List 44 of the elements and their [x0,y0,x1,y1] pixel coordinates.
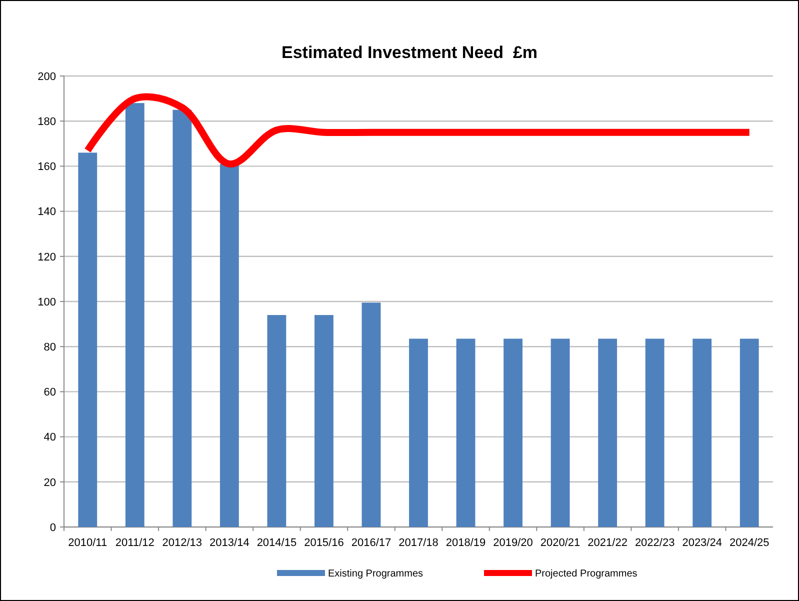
x-tick-label: 2018/19 [446,537,486,549]
bar [78,152,98,527]
bar [740,338,759,527]
y-tick-label: 180 [38,116,56,128]
bar [172,110,192,527]
bar [504,338,522,527]
bar [645,338,664,527]
x-tick-label: 2021/22 [588,537,628,549]
x-tick-label: 2012/13 [162,537,202,549]
x-tick-label: 2011/12 [115,537,154,549]
bar [362,302,381,527]
bar [598,338,618,527]
bar [267,315,286,527]
x-tick-label: 2023/24 [682,537,722,549]
y-tick-label: 140 [38,206,56,218]
y-tick-label: 200 [38,70,56,83]
x-tick-label: 2019/20 [493,537,533,549]
y-tick-label: 40 [44,432,56,444]
bar [456,338,476,527]
x-tick-label: 2014/15 [256,537,297,549]
x-tick-label: 2013/14 [210,537,250,549]
y-tick-label: 100 [38,296,56,308]
x-tick-label: 2017/18 [398,537,438,549]
x-tick-label: 2015/16 [304,537,344,549]
bar [220,164,239,527]
x-tick-label: 2020/21 [540,537,580,549]
x-tick-label: 2022/23 [634,537,675,549]
bar [550,338,570,527]
bar [692,338,712,527]
legend-label: Projected Programmes [535,568,638,580]
bar [125,103,144,527]
x-tick-label: 2016/17 [351,537,392,549]
bar [409,338,428,527]
y-tick-label: 160 [38,161,56,174]
bar [314,315,334,527]
y-tick-label: 60 [44,386,56,399]
y-tick-label: 0 [50,522,56,534]
x-tick-label: 2010/11 [68,537,108,549]
x-tick-label: 2024/25 [729,537,770,549]
y-tick-label: 120 [38,251,56,264]
y-tick-label: 20 [44,476,56,489]
legend-label: Existing Programmes [328,568,424,580]
y-tick-label: 80 [44,341,56,354]
chart-title: Estimated Investment Need £m [281,43,538,62]
